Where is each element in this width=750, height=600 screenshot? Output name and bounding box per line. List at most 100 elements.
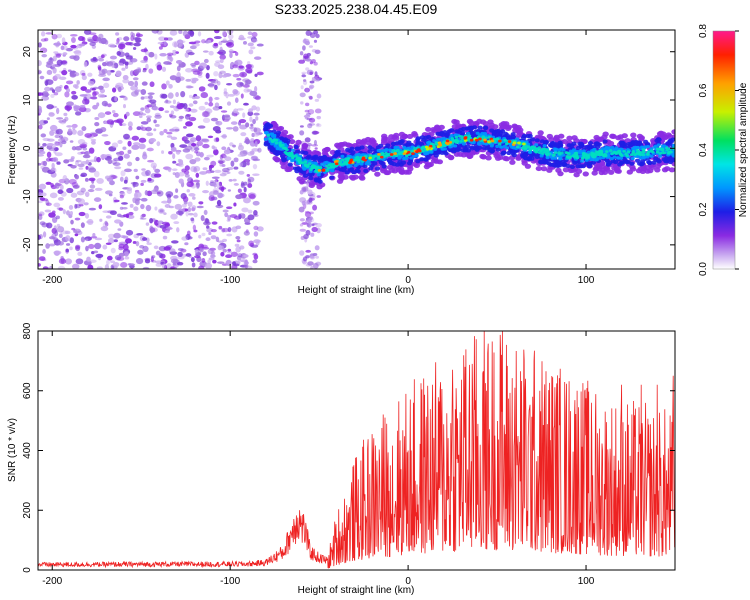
ridge-blob bbox=[614, 146, 619, 150]
noise-blob bbox=[156, 64, 163, 71]
noise-blob bbox=[176, 261, 184, 266]
noise-blob bbox=[91, 140, 96, 145]
noise-blob bbox=[210, 235, 217, 240]
noise-blob bbox=[253, 239, 261, 244]
noise-blob bbox=[80, 86, 87, 91]
noise-blob bbox=[51, 162, 55, 169]
ridge-blob bbox=[586, 145, 592, 151]
noise-stripe-blob bbox=[310, 232, 315, 237]
noise-blob bbox=[208, 102, 214, 107]
noise-blob bbox=[92, 56, 97, 62]
ridge-blob bbox=[263, 124, 269, 129]
noise-stripe-blob bbox=[301, 71, 307, 75]
noise-blob bbox=[188, 212, 194, 216]
ridge-blob bbox=[539, 159, 545, 164]
noise-blob bbox=[191, 262, 196, 268]
ridge-blob bbox=[461, 142, 466, 146]
ridge-blob bbox=[537, 146, 542, 150]
ridge-blob bbox=[534, 143, 539, 147]
noise-stripe-blob bbox=[300, 85, 304, 90]
noise-blob bbox=[142, 69, 147, 73]
noise-blob bbox=[240, 132, 247, 137]
noise-blob bbox=[194, 157, 201, 162]
ridge-blob bbox=[625, 154, 630, 158]
ridge-blob bbox=[519, 153, 526, 158]
noise-blob bbox=[210, 80, 216, 84]
noise-blob bbox=[56, 59, 63, 66]
ridge-blob bbox=[533, 149, 538, 152]
noise-blob bbox=[181, 168, 187, 173]
noise-stripe-blob bbox=[308, 96, 313, 100]
noise-blob bbox=[101, 100, 108, 107]
ridge-blob bbox=[374, 166, 381, 171]
snr-x-tick-label: -100 bbox=[220, 576, 240, 587]
noise-blob bbox=[42, 142, 47, 147]
ridge-blob bbox=[469, 130, 475, 135]
noise-blob bbox=[163, 61, 172, 65]
noise-blob bbox=[199, 151, 204, 158]
ridge-blob bbox=[298, 169, 304, 174]
noise-blob bbox=[201, 232, 206, 237]
noise-blob bbox=[158, 36, 166, 42]
noise-blob bbox=[213, 71, 219, 77]
noise-blob bbox=[205, 180, 209, 186]
noise-blob bbox=[178, 30, 183, 35]
noise-blob bbox=[59, 184, 64, 191]
noise-blob bbox=[191, 205, 197, 211]
noise-blob bbox=[184, 114, 191, 120]
noise-blob bbox=[149, 81, 155, 88]
noise-stripe-blob bbox=[305, 87, 309, 93]
noise-blob bbox=[57, 189, 64, 195]
noise-blob bbox=[56, 161, 61, 165]
noise-blob bbox=[208, 257, 215, 261]
noise-blob bbox=[214, 30, 220, 34]
ridge-blob bbox=[467, 126, 473, 131]
ridge-blob bbox=[581, 155, 586, 159]
noise-blob bbox=[232, 261, 236, 266]
noise-blob bbox=[175, 188, 179, 193]
ridge-blob bbox=[630, 132, 637, 138]
noise-blob bbox=[247, 42, 254, 47]
noise-blob bbox=[185, 153, 194, 160]
noise-stripe-blob bbox=[303, 38, 307, 44]
noise-blob bbox=[164, 110, 170, 114]
noise-blob bbox=[105, 215, 112, 219]
noise-blob bbox=[124, 65, 129, 69]
ridge-blob bbox=[288, 138, 296, 145]
noise-blob bbox=[211, 221, 218, 225]
noise-blob bbox=[234, 51, 239, 56]
noise-blob bbox=[241, 207, 249, 213]
ridge-blob bbox=[585, 154, 590, 158]
noise-blob bbox=[200, 92, 209, 99]
noise-blob bbox=[100, 154, 108, 159]
ridge-blob bbox=[345, 147, 351, 152]
noise-blob bbox=[92, 34, 99, 42]
noise-blob bbox=[183, 201, 188, 205]
noise-blob bbox=[227, 93, 235, 97]
noise-blob bbox=[122, 74, 129, 81]
noise-blob bbox=[176, 103, 184, 110]
noise-blob bbox=[176, 210, 184, 216]
noise-blob bbox=[98, 204, 103, 210]
ridge-blob bbox=[503, 138, 508, 142]
noise-blob bbox=[198, 265, 205, 269]
ridge-blob bbox=[604, 157, 610, 163]
noise-blob bbox=[46, 117, 50, 121]
noise-blob bbox=[187, 206, 192, 213]
noise-blob bbox=[208, 164, 215, 169]
noise-blob bbox=[44, 209, 52, 213]
noise-blob bbox=[146, 132, 154, 137]
ridge-blob bbox=[384, 154, 389, 158]
noise-stripe-blob bbox=[299, 228, 307, 232]
noise-blob bbox=[233, 182, 239, 186]
noise-blob bbox=[66, 80, 74, 85]
noise-blob bbox=[39, 221, 46, 226]
ridge-blob bbox=[303, 160, 308, 164]
noise-stripe-blob bbox=[299, 223, 304, 227]
noise-blob bbox=[163, 41, 167, 47]
noise-blob bbox=[190, 166, 197, 172]
noise-blob bbox=[51, 89, 56, 93]
noise-blob bbox=[219, 245, 224, 251]
noise-blob bbox=[76, 190, 85, 196]
ridge-blob bbox=[567, 152, 571, 155]
